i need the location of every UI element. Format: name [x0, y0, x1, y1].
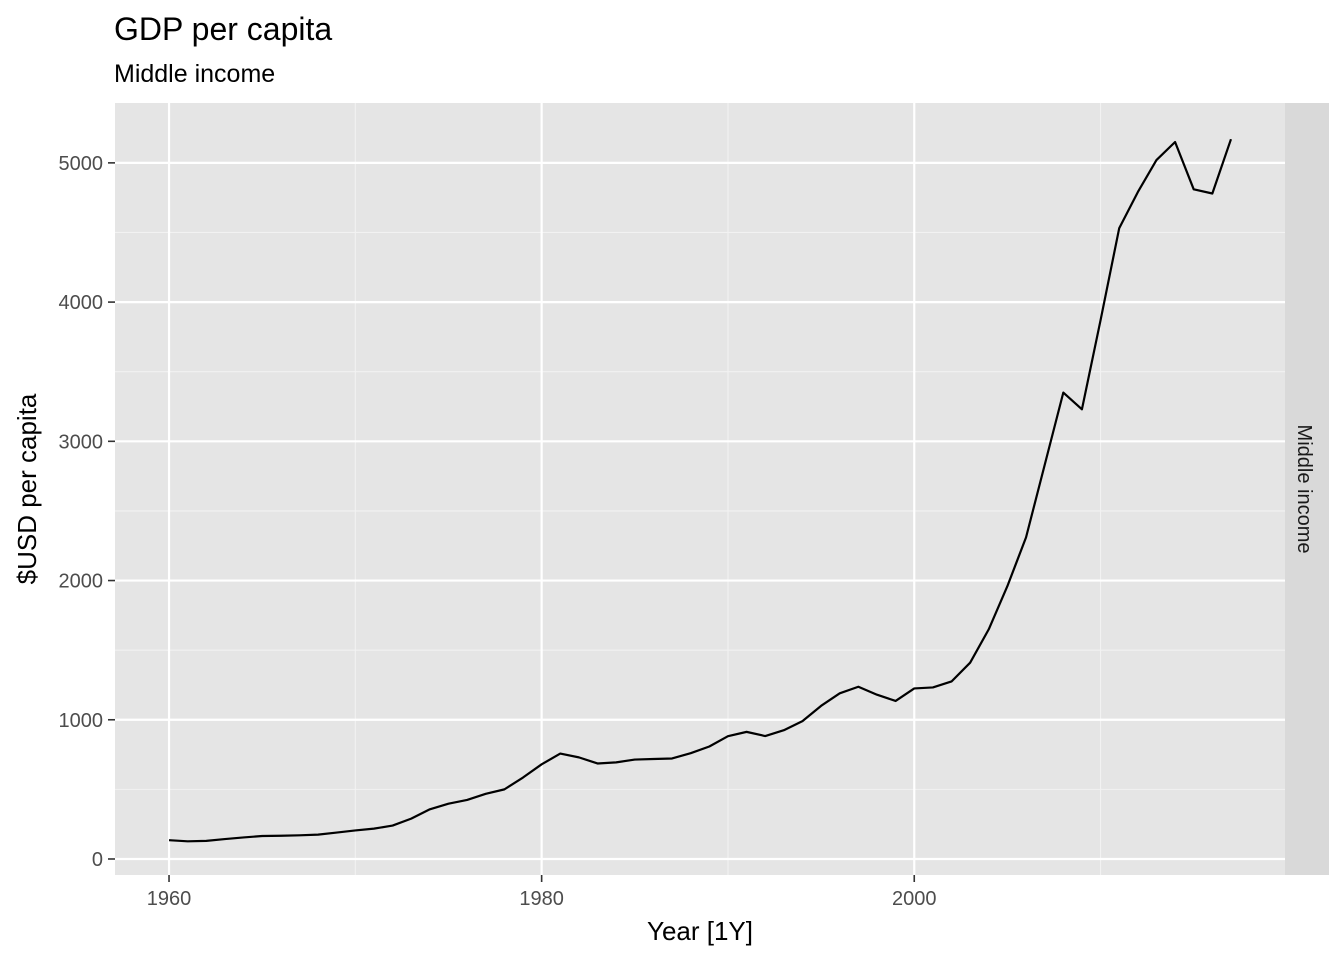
y-axis-title: $USD per capita [12, 393, 42, 584]
chart-subtitle: Middle income [114, 60, 275, 88]
series-line-gdp [168, 138, 1233, 843]
x-axis: 1960 1980 2000 [147, 875, 937, 910]
x-axis-title: Year [1Y] [647, 916, 753, 946]
y-tick-label: 5000 [59, 153, 104, 175]
grid-minor [115, 103, 1285, 875]
facet-strip-label: Middle income [1293, 425, 1315, 554]
y-axis: 0 1000 2000 3000 4000 5000 [59, 153, 115, 871]
y-tick-label: 1000 [59, 710, 104, 732]
x-tick-label: 2000 [892, 888, 937, 910]
x-tick-label: 1960 [147, 888, 192, 910]
plot-panel [115, 103, 1285, 875]
chart-title: GDP per capita [114, 11, 332, 47]
y-tick-label: 0 [92, 849, 103, 871]
grid-major [115, 103, 1285, 875]
facet-strip [1285, 103, 1329, 875]
y-tick-label: 4000 [59, 292, 104, 314]
x-tick-label: 1980 [519, 888, 564, 910]
y-tick-label: 3000 [59, 431, 104, 453]
y-tick-label: 2000 [59, 571, 104, 593]
